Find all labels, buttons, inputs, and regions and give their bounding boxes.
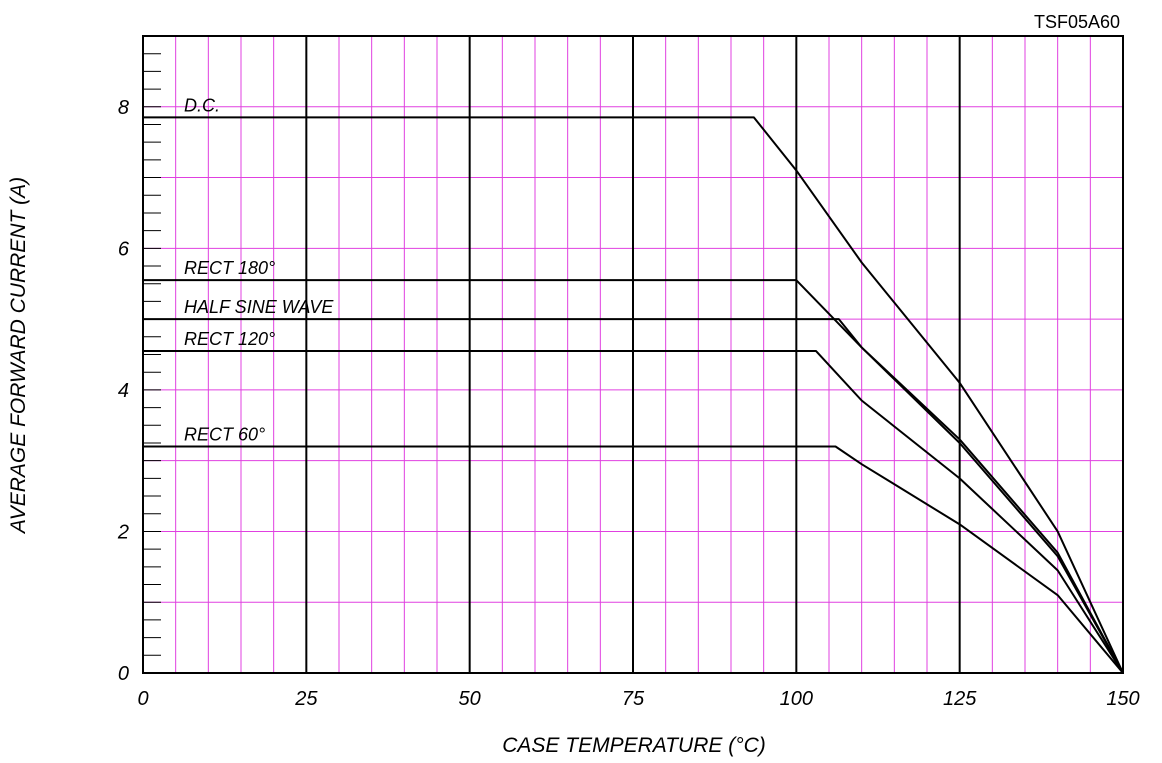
x-tick-labels: 0 25 50 75 100 125 150 xyxy=(137,688,1139,710)
x-tick-label: 125 xyxy=(943,688,977,710)
y-tick-labels: 0 2 4 6 8 xyxy=(117,97,130,685)
series-label: RECT 60° xyxy=(184,425,265,445)
series-line xyxy=(143,349,1124,674)
x-tick-label: 25 xyxy=(294,688,318,710)
series-label: RECT 180° xyxy=(184,258,275,278)
series-label: HALF SINE WAVE xyxy=(184,297,334,317)
plot-frame xyxy=(142,35,1124,674)
series-label: D.C. xyxy=(184,95,220,115)
x-axis-title: CASE TEMPERATURE (°C) xyxy=(502,734,766,757)
x-tick-label: 100 xyxy=(780,688,813,710)
y-tick-label: 4 xyxy=(118,380,129,402)
y-minor-ticks xyxy=(143,53,161,656)
series-line xyxy=(143,279,1124,674)
y-tick-label: 8 xyxy=(118,97,129,119)
x-tick-label: 75 xyxy=(622,688,645,710)
y-tick-label: 6 xyxy=(118,238,130,260)
y-tick-label: 2 xyxy=(117,521,129,543)
series-line xyxy=(143,445,1124,674)
x-tick-label: 50 xyxy=(459,688,481,710)
series-labels: D.C. RECT 180° HALF SINE WAVE RECT 120° RECT… xyxy=(184,95,334,444)
series-label: RECT 120° xyxy=(184,329,275,349)
series-line xyxy=(143,318,1124,674)
series-lines xyxy=(143,116,1124,674)
y-tick-label: 0 xyxy=(118,663,129,685)
y-axis-title: AVERAGE FORWARD CURRENT (A) xyxy=(7,177,30,535)
x-tick-label: 150 xyxy=(1106,688,1139,710)
major-grid xyxy=(305,36,961,673)
series-line xyxy=(143,116,1124,674)
x-tick-label: 0 xyxy=(137,688,148,710)
part-number-label: TSF05A60 xyxy=(1034,12,1120,32)
